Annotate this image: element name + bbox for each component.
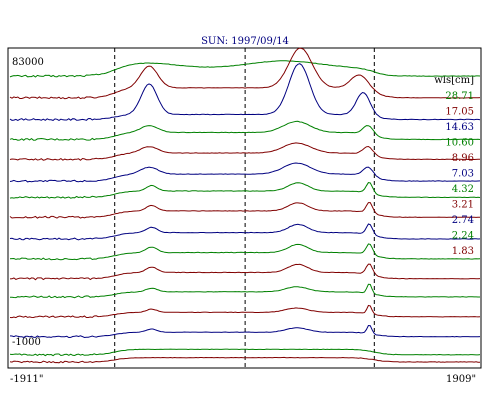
series-line-15 [9,356,480,364]
legend-entry-10: 1.83 [452,246,474,257]
legend-entry-0: 28.71 [445,91,474,102]
legend-entry-9: 2.24 [452,231,474,242]
legend-entry-1: 17.05 [445,107,474,118]
series-line-7 [9,202,481,219]
legend-entry-6: 4.32 [452,184,474,195]
series-line-0 [9,60,481,78]
series-line-13 [9,324,481,339]
series-line-1 [9,47,481,100]
legend-entry-3: 10.60 [445,138,474,149]
x-min-tick-label: -1911" [10,374,43,385]
series-line-3 [9,120,481,141]
legend: 28.71 17.05 14.63 10.60 8.96 7.03 4.32 3.21 2.74… [445,91,474,257]
legend-entry-7: 3.21 [452,200,474,211]
legend-title: wls[cm] [434,75,474,86]
series-line-10 [9,263,481,281]
series-line-14 [9,348,481,357]
series-line-5 [9,162,481,183]
legend-entry-8: 2.74 [452,215,474,226]
legend-entry-4: 8.96 [452,153,474,164]
plot-frame [7,47,482,369]
series-line-12 [9,304,481,319]
y-max-tick-label: 83000 [12,57,44,68]
series-line-8 [9,223,481,241]
series-line-9 [9,243,481,261]
legend-entry-2: 14.63 [445,122,474,133]
series-lines [9,47,481,364]
y-min-tick-label: -1000 [12,337,41,348]
series-line-6 [9,182,481,199]
chart-title: SUN: 1997/09/14 [201,36,289,47]
series-line-2 [9,63,481,121]
series-line-4 [9,142,480,161]
series-line-11 [10,283,480,299]
vertical-markers [114,48,375,368]
x-max-tick-label: 1909" [446,374,476,385]
legend-entry-5: 7.03 [452,169,474,180]
